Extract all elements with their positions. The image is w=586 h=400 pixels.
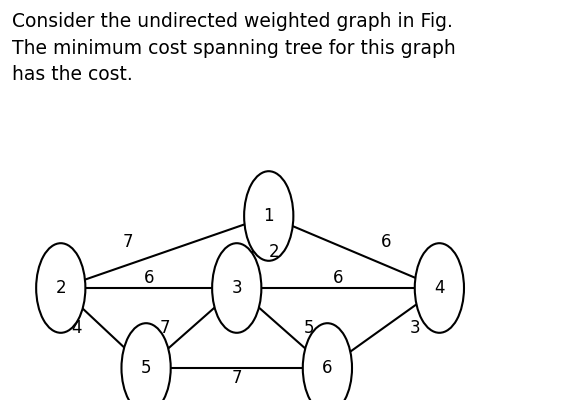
Text: 7: 7 xyxy=(159,319,170,337)
Ellipse shape xyxy=(36,243,86,333)
Ellipse shape xyxy=(244,171,294,261)
Ellipse shape xyxy=(415,243,464,333)
Text: 5: 5 xyxy=(141,359,151,377)
Text: 7: 7 xyxy=(231,369,242,387)
Text: 3: 3 xyxy=(410,319,421,337)
Text: 6: 6 xyxy=(381,233,391,251)
Ellipse shape xyxy=(212,243,261,333)
Text: 4: 4 xyxy=(434,279,445,297)
Text: Consider the undirected weighted graph in Fig.
The minimum cost spanning tree fo: Consider the undirected weighted graph i… xyxy=(12,12,455,84)
Text: 4: 4 xyxy=(71,319,82,337)
Text: 3: 3 xyxy=(231,279,242,297)
Ellipse shape xyxy=(303,323,352,400)
Text: 7: 7 xyxy=(122,233,132,251)
Text: 6: 6 xyxy=(144,269,154,287)
Text: 6: 6 xyxy=(322,359,333,377)
Text: 2: 2 xyxy=(269,243,280,261)
Text: 6: 6 xyxy=(333,269,343,287)
Text: 5: 5 xyxy=(304,319,314,337)
Text: 1: 1 xyxy=(264,207,274,225)
Text: 2: 2 xyxy=(56,279,66,297)
Ellipse shape xyxy=(121,323,171,400)
